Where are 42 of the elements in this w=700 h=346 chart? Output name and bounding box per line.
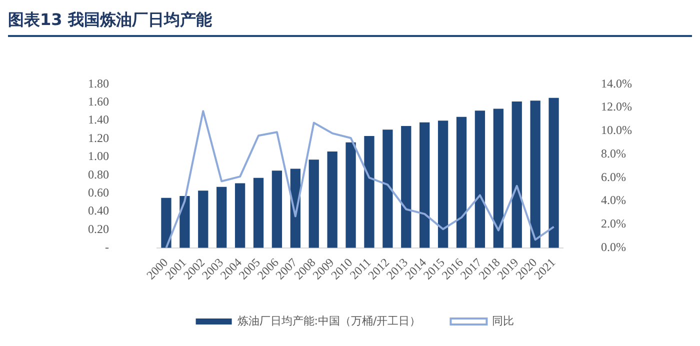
y2-tick-label: 14.0% xyxy=(601,76,632,90)
bar xyxy=(456,116,467,248)
bar xyxy=(420,122,430,248)
bar xyxy=(308,160,319,248)
bar xyxy=(364,136,374,248)
bar xyxy=(382,130,393,248)
bar xyxy=(346,142,356,248)
bar xyxy=(216,186,227,248)
bar xyxy=(180,196,190,248)
y2-tick-label: 12.0% xyxy=(601,100,632,114)
bar xyxy=(234,183,246,248)
y-tick-label: 1.40 xyxy=(88,112,109,127)
y-tick-label: 0.20 xyxy=(88,222,109,236)
bar xyxy=(512,101,522,248)
y-tick-label: 1.80 xyxy=(88,76,109,90)
bar xyxy=(474,110,486,248)
y2-tick-label: 8.0% xyxy=(601,146,626,160)
y-tick-label: 1.00 xyxy=(88,149,109,164)
y-tick-label: 0.40 xyxy=(88,204,109,218)
bar xyxy=(401,126,412,248)
y2-tick-label: 4.0% xyxy=(601,193,626,208)
bar xyxy=(272,170,282,248)
y2-tick-label: 2.0% xyxy=(601,216,626,231)
y-tick-label: 1.20 xyxy=(88,130,109,145)
chart-title: 图表13 我国炼油厂日均产能 xyxy=(8,8,692,37)
bar xyxy=(493,108,504,248)
bar xyxy=(548,98,559,248)
y2-tick-label: 10.0% xyxy=(601,123,632,138)
y-tick-label: 1.60 xyxy=(88,94,109,109)
legend-label: 炼油厂日均产能:中国（万桶/开工日） xyxy=(237,314,421,328)
y-tick-label: 0.80 xyxy=(88,167,109,182)
bar xyxy=(438,120,448,248)
y-tick-label: 0.60 xyxy=(88,185,109,200)
bar xyxy=(253,178,264,248)
legend-label: 同比 xyxy=(492,314,514,328)
bar xyxy=(161,198,172,248)
bar xyxy=(198,190,208,248)
y2-tick-label: 0.0% xyxy=(601,240,626,254)
y-tick-label: - xyxy=(105,240,109,254)
bar xyxy=(530,100,540,248)
y2-tick-label: 6.0% xyxy=(601,170,626,184)
bar xyxy=(327,151,338,248)
